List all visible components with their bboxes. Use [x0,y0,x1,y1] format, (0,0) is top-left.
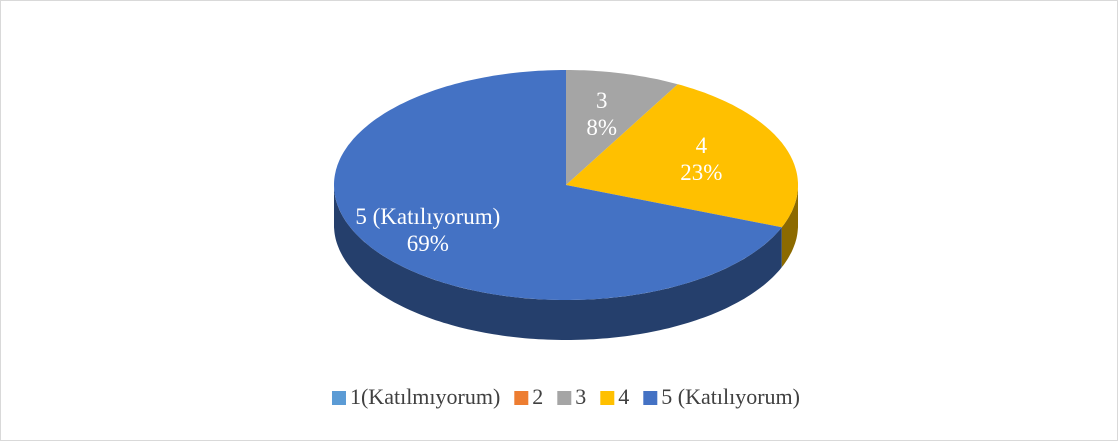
legend-label: 2 [532,384,543,409]
legend-swatch [600,391,615,405]
legend-label: 1(Katılmıyorum) [350,384,500,409]
slice-side [781,185,798,268]
legend-label: 4 [618,384,629,409]
data-label-value: 23% [680,160,722,185]
legend-swatch [643,391,658,405]
data-label-category: 3 [596,88,608,113]
slice [334,70,782,300]
legend-label: 5 (Katılıyorum) [661,384,800,409]
data-label-value: 8% [586,115,617,140]
legend-swatch [557,391,572,405]
data-label-category: 4 [696,133,708,158]
legend-swatch [331,391,346,405]
slice [566,70,678,185]
legend-swatch [514,391,529,405]
slice-side [334,185,782,340]
data-label-category: 5 (Katılıyorum) [355,204,500,229]
data-label-value: 69% [407,231,449,256]
legend-label: 3 [575,384,586,409]
slice [566,84,798,228]
